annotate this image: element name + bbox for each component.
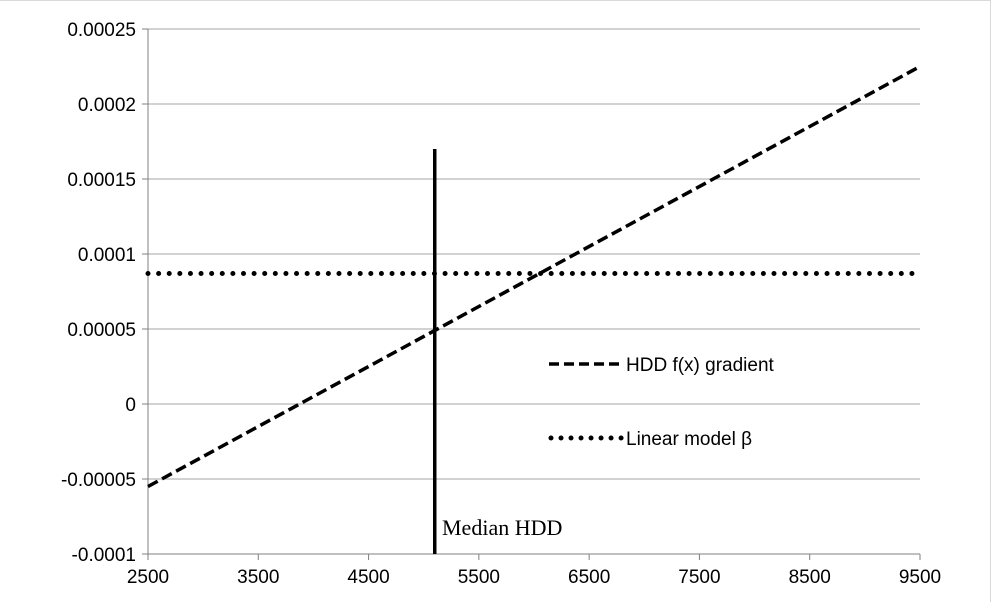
x-tick-label: 5500 [458, 567, 500, 588]
median-hdd-label: Median HDD [442, 515, 562, 540]
y-tick-label: -0.00005 [61, 470, 136, 491]
x-tick-label: 6500 [568, 567, 610, 588]
y-tick-label: 0.0002 [78, 95, 136, 116]
x-tick-label: 4500 [347, 567, 389, 588]
annotation-layer: Median HDD [442, 515, 562, 540]
y-tick-label: 0.0001 [78, 245, 136, 266]
x-tick-label: 3500 [237, 567, 279, 588]
x-tick-label: 8500 [789, 567, 831, 588]
x-tick-label: 9500 [899, 567, 941, 588]
legend: HDD f(x) gradient Linear model β [548, 355, 775, 450]
legend-label-hdd-gradient: HDD f(x) gradient [626, 355, 775, 376]
y-tick-labels: -0.0001 -0.00005 0 0.00005 0.0001 0.00015 0.00… [61, 20, 136, 566]
x-tick-label: 7500 [678, 567, 720, 588]
axes [142, 28, 921, 560]
y-tick-label: 0 [125, 395, 136, 416]
y-tick-label: 0.00005 [67, 320, 136, 341]
gridlines [148, 28, 920, 480]
x-tick-label: 2500 [127, 567, 169, 588]
series-line-hdd-gradient [147, 64, 921, 489]
series-layer [145, 64, 923, 554]
y-tick-label: 0.00015 [67, 170, 136, 191]
y-tick-label: 0.00025 [67, 20, 136, 41]
x-tick-labels: 2500 3500 4500 5500 6500 7500 8500 9500 [127, 567, 941, 588]
y-tick-label: -0.0001 [72, 545, 136, 566]
legend-label-linear-beta: Linear model β [626, 429, 752, 450]
